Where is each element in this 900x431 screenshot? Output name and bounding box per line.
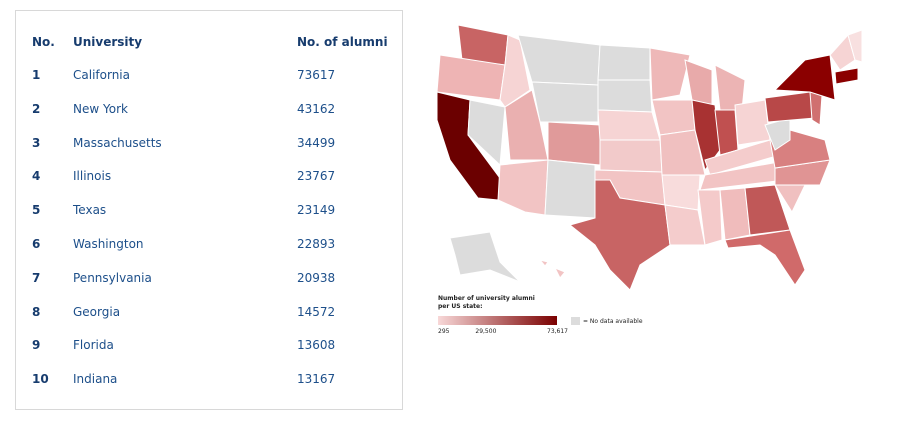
table-cell: 14572	[297, 304, 336, 319]
legend-title: Number of university alumni	[438, 295, 535, 302]
table-header: No.	[32, 35, 55, 49]
table-cell: New York	[73, 101, 128, 116]
table-cell: 7	[32, 270, 41, 285]
table-cell: Florida	[73, 338, 114, 353]
table-cell: 3	[32, 135, 41, 150]
no-data-swatch	[571, 317, 580, 325]
color-scale	[438, 316, 557, 325]
table-cell: Illinois	[73, 169, 112, 184]
table-cell: 4	[32, 169, 41, 184]
table-cell: 10	[32, 372, 49, 387]
table-cell: 22893	[297, 237, 336, 251]
legend-title: per US state:	[438, 303, 483, 310]
table-cell: 23767	[297, 169, 336, 184]
table-cell: 20938	[297, 270, 336, 285]
table-cell: 13167	[297, 372, 336, 387]
table-cell: 6	[32, 237, 41, 251]
no-data-label: = No data available	[583, 318, 643, 325]
table-cell: Washington	[73, 237, 144, 251]
table-cell: Georgia	[73, 304, 121, 319]
table-cell: Massachusetts	[73, 135, 162, 150]
table-cell: Texas	[73, 203, 107, 218]
legend-tick-label: 29,500	[475, 328, 496, 335]
table-cell: 23149	[297, 203, 336, 218]
table-cell: 73617	[297, 68, 336, 82]
table-cell: 1	[32, 68, 41, 82]
table-cell: Pennsylvania	[73, 270, 152, 285]
table-cell: 2	[32, 101, 41, 116]
legend-tick-label: 73,617	[547, 328, 568, 335]
table-header: No. of alumni	[297, 35, 388, 49]
table-cell: 8	[32, 304, 41, 319]
legend-tick-label: 295	[438, 328, 450, 335]
table-cell: 9	[32, 338, 41, 353]
table-cell: 43162	[297, 101, 336, 116]
table-cell: 13608	[297, 338, 336, 353]
table-cell: California	[73, 68, 130, 82]
table-panel: No. University No. of alumni 1 California 736…	[15, 10, 403, 410]
table-header: University	[73, 35, 143, 49]
us-map	[436, 24, 863, 291]
table-cell: 5	[32, 203, 41, 218]
table-cell: 34499	[297, 135, 336, 150]
table-cell: Indiana	[73, 372, 118, 387]
